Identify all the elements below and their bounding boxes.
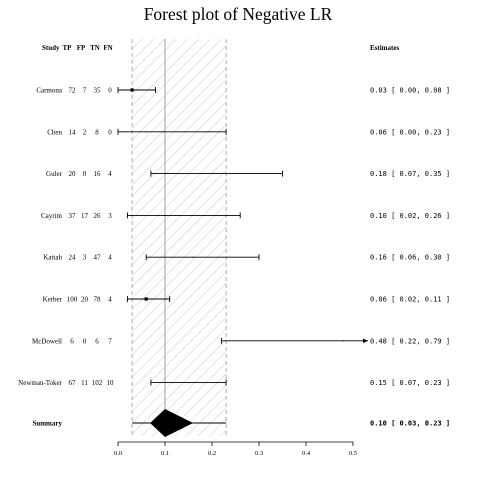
tn-value: 8 — [95, 128, 99, 136]
column-header-tn: TN — [90, 44, 100, 52]
study-name: Guler — [46, 170, 63, 178]
study-name: Kerber — [43, 296, 63, 304]
fp-value: 17 — [81, 212, 89, 220]
point-estimate — [192, 256, 194, 258]
summary-diamond — [150, 409, 194, 437]
point-estimate — [343, 340, 345, 342]
tp-value: 67 — [69, 379, 77, 387]
tn-value: 78 — [94, 296, 102, 304]
x-tick-label: 0.1 — [161, 450, 169, 457]
estimate-text: 0.16 [ 0.06, 0.30 ] — [370, 254, 450, 262]
point-estimate — [164, 214, 166, 216]
point-estimate — [188, 382, 189, 384]
tp-value: 37 — [69, 212, 77, 220]
chart-title: Forest plot of Negative LR — [144, 4, 333, 24]
x-tick-label: 0.2 — [208, 450, 216, 457]
fp-value: 0 — [83, 170, 87, 178]
tp-value: 72 — [69, 87, 77, 95]
tn-value: 47 — [94, 254, 102, 262]
tp-value: 24 — [69, 254, 77, 262]
x-tick-label: 0.0 — [114, 450, 122, 457]
estimate-text: 0.06 [ 0.00, 0.23 ] — [370, 128, 450, 136]
study-name: Cayrim — [41, 212, 63, 220]
fp-value: 0 — [83, 337, 87, 345]
point-estimate — [144, 297, 148, 301]
point-estimate — [130, 88, 134, 92]
fn-value: 10 — [107, 379, 115, 387]
estimate-text: 0.18 [ 0.07, 0.35 ] — [370, 170, 450, 178]
estimate-text: 0.15 [ 0.07, 0.23 ] — [370, 379, 450, 387]
estimates-header: Estimates — [370, 44, 399, 52]
x-tick-label: 0.4 — [302, 450, 311, 457]
estimate-text: 0.06 [ 0.02, 0.11 ] — [370, 296, 450, 304]
tn-value: 102 — [92, 379, 103, 387]
study-name: McDowell — [32, 337, 62, 345]
fp-value: 11 — [81, 379, 88, 387]
fn-value: 4 — [108, 254, 112, 262]
fn-value: 4 — [108, 296, 112, 304]
estimate-text: 0.03 [ 0.00, 0.08 ] — [370, 87, 450, 95]
column-header-study: Study — [42, 44, 60, 52]
study-name: Chen — [47, 128, 62, 136]
x-tick-label: 0.3 — [255, 450, 263, 457]
point-estimate — [202, 173, 204, 175]
estimate-text: 0.10 [ 0.02, 0.26 ] — [370, 212, 450, 220]
tp-value: 14 — [69, 128, 77, 136]
study-name: Newman-Toker — [18, 379, 62, 387]
column-header-fp: FP — [77, 44, 86, 52]
fn-value: 0 — [108, 128, 112, 136]
fp-value: 3 — [83, 254, 87, 262]
study-name: Kattah — [43, 254, 62, 262]
fp-value: 7 — [83, 87, 87, 95]
ci-overflow-arrow — [363, 338, 368, 343]
tp-value: 6 — [70, 337, 74, 345]
tn-value: 35 — [94, 87, 102, 95]
point-estimate — [145, 131, 147, 133]
fn-value: 0 — [108, 87, 112, 95]
summary-estimate-text: 0.10 [ 0.03, 0.23 ] — [370, 420, 450, 428]
tn-value: 16 — [94, 170, 102, 178]
confidence-band — [132, 39, 227, 436]
x-tick-label: 0.5 — [349, 450, 357, 457]
column-header-fn: FN — [103, 44, 112, 52]
column-header-tp: TP — [63, 44, 73, 52]
estimate-text: 0.48 [ 0.22, 0.79 ] — [370, 337, 450, 345]
tp-value: 100 — [67, 296, 78, 304]
fn-value: 4 — [108, 170, 112, 178]
study-name: Carmona — [36, 87, 63, 95]
fp-value: 20 — [81, 296, 89, 304]
fn-value: 7 — [108, 337, 112, 345]
tn-value: 26 — [94, 212, 102, 220]
tn-value: 6 — [95, 337, 99, 345]
fp-value: 2 — [83, 128, 87, 136]
tp-value: 20 — [69, 170, 77, 178]
summary-label: Summary — [32, 420, 62, 428]
fn-value: 3 — [108, 212, 112, 220]
